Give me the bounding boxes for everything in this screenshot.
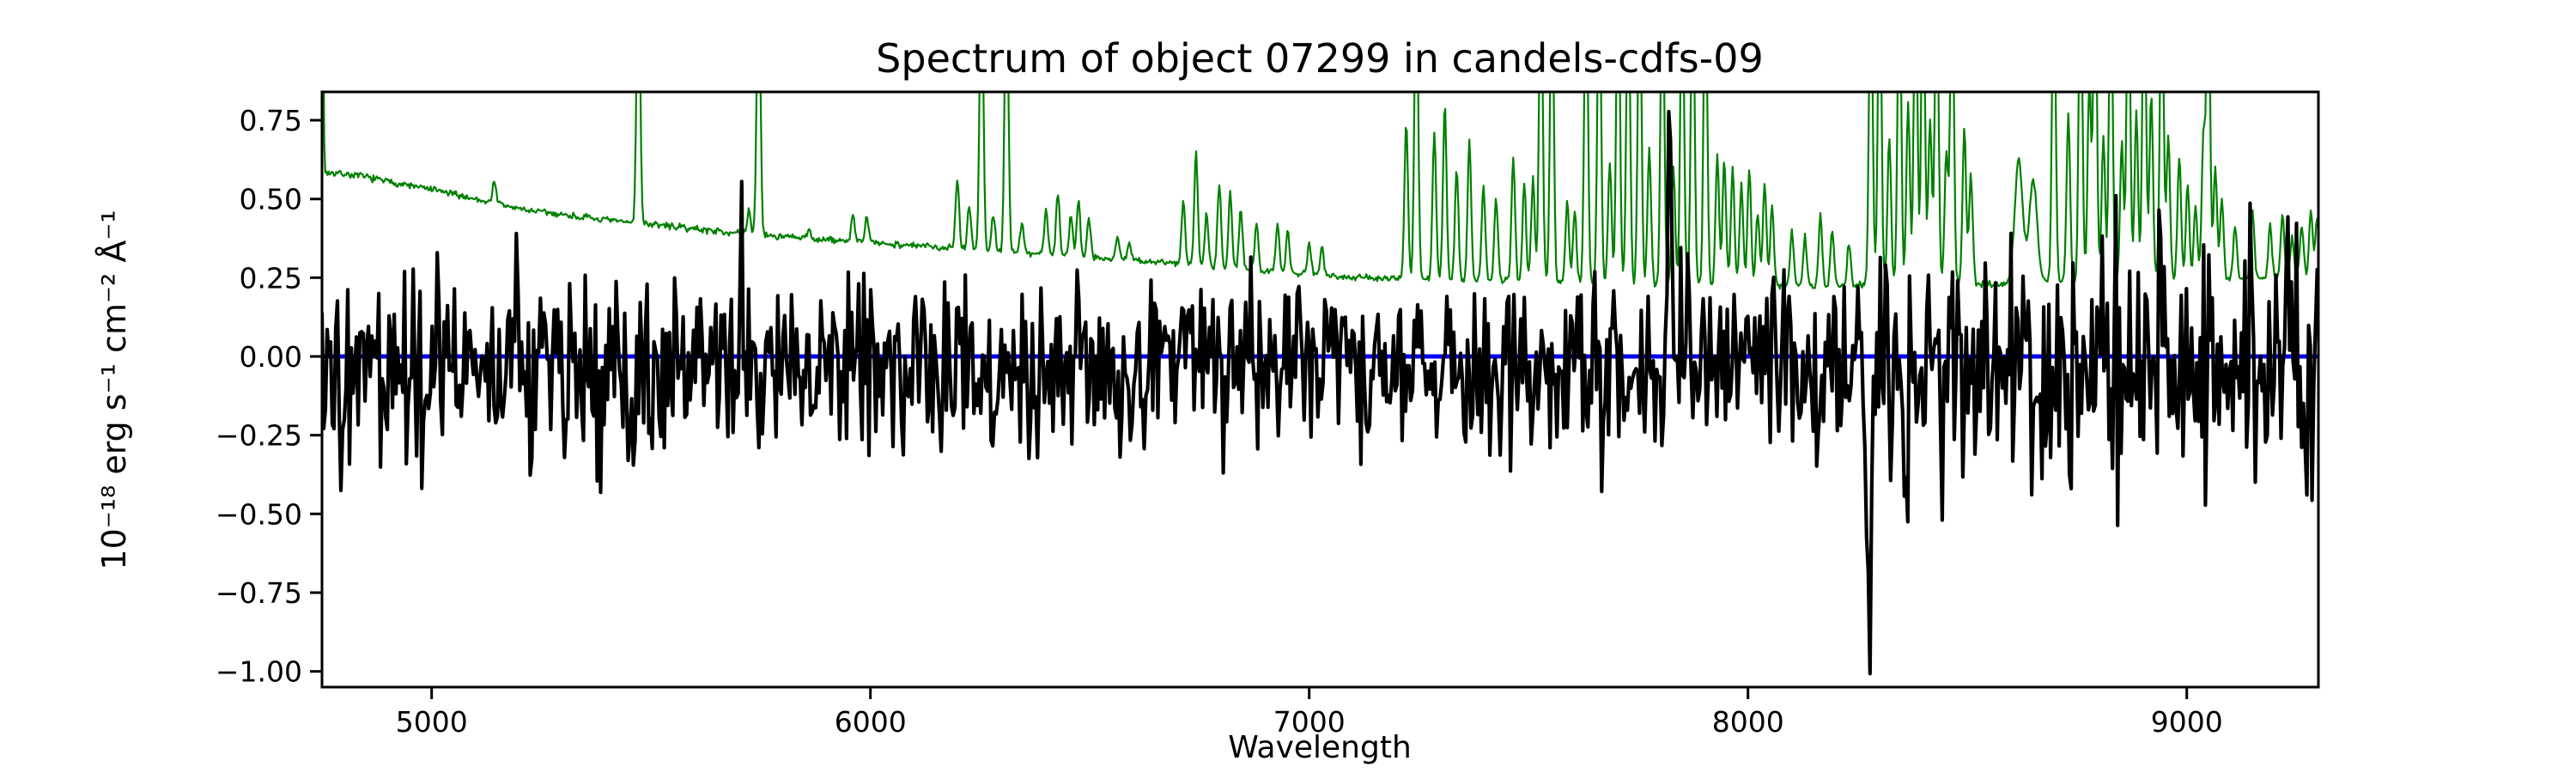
y-tick-label: 0.75 xyxy=(240,104,302,137)
y-tick-label: −0.25 xyxy=(216,419,302,453)
x-tick-label: 7000 xyxy=(1273,705,1346,739)
chart-title: Spectrum of object 07299 in candels-cdfs… xyxy=(876,35,1764,82)
x-tick-label: 9000 xyxy=(2151,705,2223,739)
y-tick-label: −1.00 xyxy=(216,655,302,689)
y-tick-label: −0.75 xyxy=(216,576,302,610)
flux-spectrum-path xyxy=(322,109,2318,676)
y-tick-label: 0.25 xyxy=(240,261,302,295)
y-tick-label: 0.00 xyxy=(240,340,302,374)
x-axis-ticks: 5000 6000 7000 8000 9000 xyxy=(396,687,2223,739)
x-axis-label: Wavelength xyxy=(1228,730,1412,765)
x-tick-label: 8000 xyxy=(1712,705,1784,739)
y-axis-label: 10⁻¹⁸ erg s⁻¹ cm⁻² Å⁻¹ xyxy=(95,210,133,569)
flux-spectrum-series xyxy=(322,109,2318,676)
y-tick-label: −0.50 xyxy=(216,497,302,531)
x-tick-label: 6000 xyxy=(835,705,907,739)
y-tick-label: 0.50 xyxy=(240,183,302,216)
plot-border xyxy=(320,90,2320,689)
y-axis-ticks: 0.75 0.50 0.25 0.00 −0.25 −0.50 −0.75 −1.00 xyxy=(216,104,322,689)
x-tick-label: 5000 xyxy=(396,705,468,739)
